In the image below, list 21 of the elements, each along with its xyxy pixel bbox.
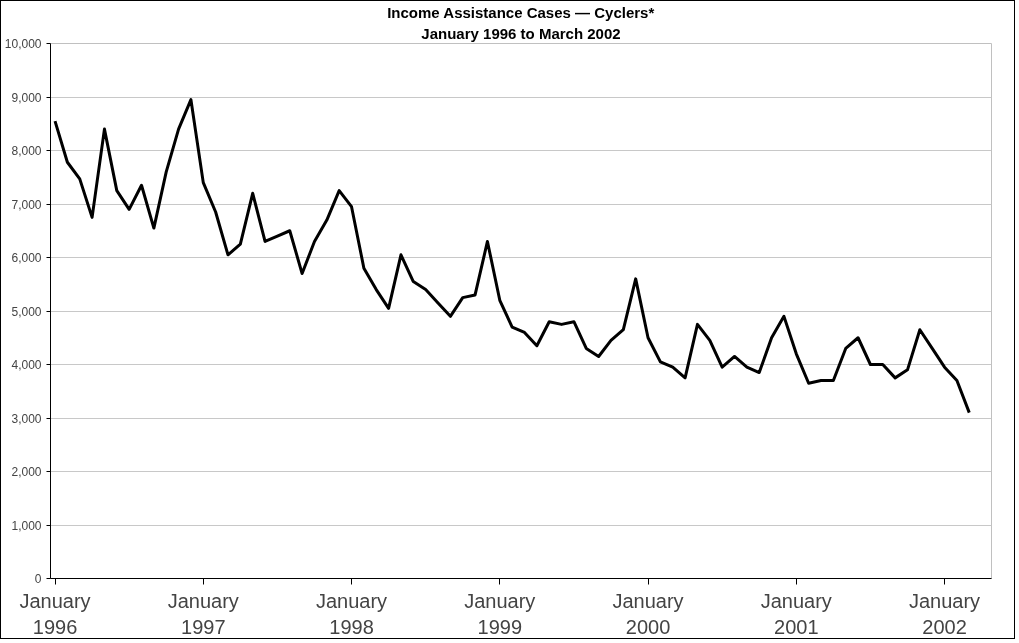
x-tick-label: January 2000 — [612, 589, 684, 638]
y-tick-label: 6,000 — [11, 251, 42, 265]
y-tick-label: 8,000 — [11, 144, 42, 158]
y-tick-label: 0 — [34, 572, 42, 586]
line-series — [53, 98, 971, 415]
y-tick-label: 5,000 — [11, 304, 42, 319]
chart-title: Income Assistance Cases — Cyclers* — [387, 3, 655, 21]
y-tick-label: 10,000 — [4, 37, 42, 51]
y-tick-label: 2,000 — [11, 465, 42, 479]
y-tick-label: 9,000 — [11, 90, 42, 105]
chart-subtitle: January 1996 to March 2002 — [421, 24, 621, 42]
x-tick-label: January 1996 — [19, 589, 91, 638]
x-tick-label: January 1997 — [167, 589, 239, 638]
y-tick-label: 3,000 — [11, 411, 42, 426]
x-tick-label: January 2001 — [760, 589, 832, 638]
x-tick-label: January 2002 — [908, 589, 981, 638]
x-tick-label: January 1998 — [315, 589, 388, 638]
y-tick-label: 4,000 — [11, 358, 42, 372]
y-tick-label: 1,000 — [11, 518, 42, 533]
x-tick-label: January 1999 — [464, 589, 536, 638]
y-tick-label: 7,000 — [11, 197, 42, 212]
